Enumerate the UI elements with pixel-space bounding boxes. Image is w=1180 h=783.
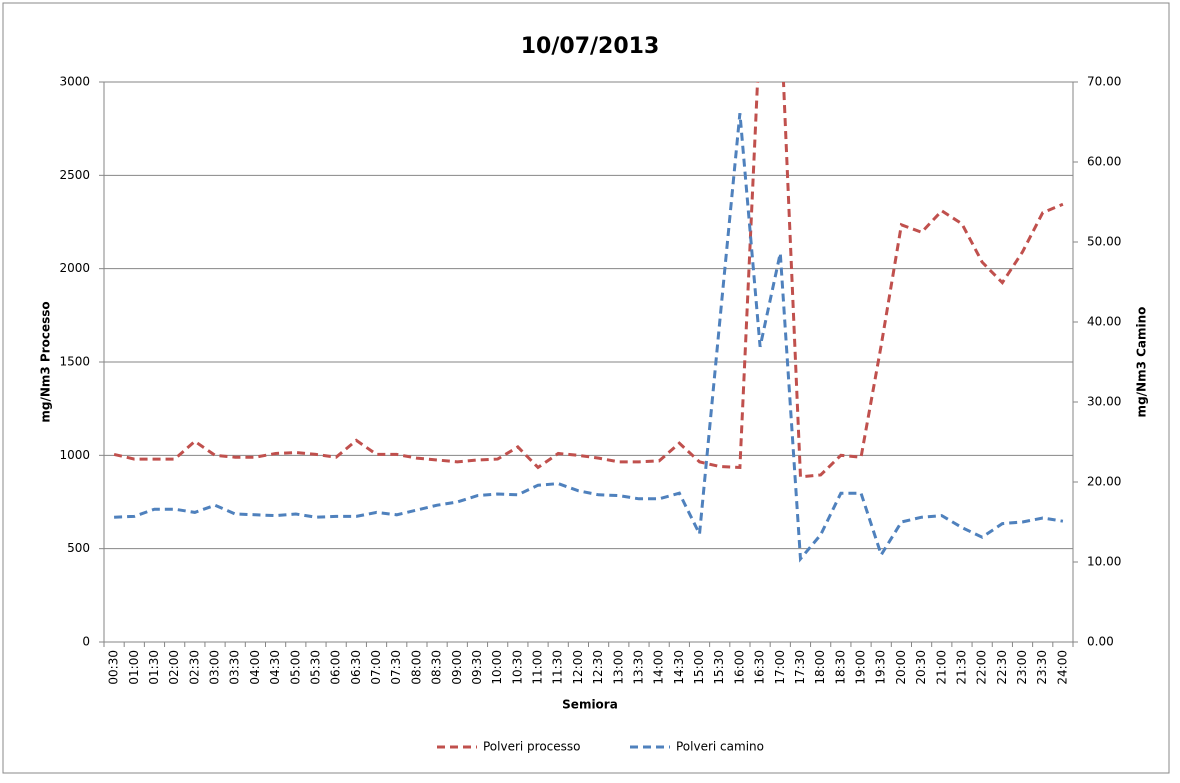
data-line	[114, 113, 1064, 563]
x-tick-label: 05:30	[308, 650, 322, 685]
y2-tick-label: 60.00	[1087, 155, 1121, 169]
plot-lines	[113, 82, 1064, 563]
chart-title: 10/07/2013	[521, 34, 660, 59]
y-tick-label: 3000	[59, 75, 90, 89]
x-tick-label: 03:30	[228, 650, 242, 685]
y-tick-label: 1500	[59, 355, 90, 369]
y2-tick-label: 40.00	[1087, 315, 1121, 329]
x-tick-label: 07:00	[369, 650, 383, 685]
x-tick-label: 10:00	[490, 650, 504, 685]
x-tick-label: 12:30	[591, 650, 605, 685]
x-tick-label: 23:30	[1035, 650, 1049, 685]
x-tick-label: 06:30	[349, 650, 363, 685]
x-tick-label: 15:00	[692, 650, 706, 685]
y-tick-label: 2000	[59, 261, 90, 275]
y2-axis-title: mg/Nm3 Camino	[1135, 307, 1149, 418]
x-tick-label: 01:30	[147, 650, 161, 685]
x-tick-label: 05:00	[288, 650, 302, 685]
x-tick-label: 11:00	[531, 650, 545, 685]
x-tick-label: 04:30	[268, 650, 282, 685]
x-tick-label: 23:00	[1015, 650, 1029, 685]
y2-tick-label: 50.00	[1087, 235, 1121, 249]
x-tick-label: 16:00	[732, 650, 746, 685]
legend-label: Polveri processo	[483, 740, 581, 754]
x-tick-label: 06:00	[329, 650, 343, 685]
x-tick-label: 24:00	[1055, 650, 1069, 685]
x-tick-label: 19:00	[854, 650, 868, 685]
x-tick-label: 04:00	[248, 650, 262, 685]
data-line	[113, 82, 1064, 479]
y2-tick-label: 30.00	[1087, 395, 1121, 409]
x-tick-label: 18:30	[833, 650, 847, 685]
x-tick-label: 02:30	[187, 650, 201, 685]
x-tick-label: 10:30	[510, 650, 524, 685]
x-tick-label: 03:00	[208, 650, 222, 685]
x-tick-label: 18:00	[813, 650, 827, 685]
x-tick-label: 22:00	[975, 650, 989, 685]
x-tick-label: 11:30	[551, 650, 565, 685]
x-tick-label: 08:30	[430, 650, 444, 685]
y-tick-label: 2500	[59, 168, 90, 182]
x-tick-label: 21:00	[934, 650, 948, 685]
x-tick-label: 15:30	[712, 650, 726, 685]
y-tick-label: 500	[67, 541, 90, 555]
x-tick-label: 22:30	[995, 650, 1009, 685]
x-tick-label: 20:30	[914, 650, 928, 685]
x-tick-label: 17:30	[793, 650, 807, 685]
x-tick-label: 13:00	[611, 650, 625, 685]
y2-tick-label: 20.00	[1087, 475, 1121, 489]
x-tick-label: 00:30	[107, 650, 121, 685]
x-tick-label: 07:30	[389, 650, 403, 685]
x-tick-label: 20:00	[894, 650, 908, 685]
x-tick-label: 09:00	[450, 650, 464, 685]
y-tick-label: 1000	[59, 448, 90, 462]
y-tick-label: 0	[82, 635, 90, 649]
x-tick-label: 13:30	[631, 650, 645, 685]
chart-border	[2, 2, 1170, 774]
x-tick-label: 08:00	[409, 650, 423, 685]
x-tick-label: 12:00	[571, 650, 585, 685]
y2-tick-label: 70.00	[1087, 75, 1121, 89]
x-tick-label: 16:30	[753, 650, 767, 685]
x-tick-label: 17:00	[773, 650, 787, 685]
y2-tick-label: 0.00	[1087, 635, 1114, 649]
x-tick-label: 21:30	[954, 650, 968, 685]
x-axis-title: Semiora	[562, 698, 618, 712]
x-tick-label: 19:30	[874, 650, 888, 685]
x-tick-label: 14:30	[672, 650, 686, 685]
x-tick-label: 01:00	[127, 650, 141, 685]
legend-label: Polveri camino	[676, 740, 764, 754]
x-tick-label: 14:00	[652, 650, 666, 685]
x-tick-label: 09:30	[470, 650, 484, 685]
y-axis-title: mg/Nm3 Processo	[39, 301, 53, 422]
x-tick-label: 02:00	[167, 650, 181, 685]
y2-tick-label: 10.00	[1087, 555, 1121, 569]
